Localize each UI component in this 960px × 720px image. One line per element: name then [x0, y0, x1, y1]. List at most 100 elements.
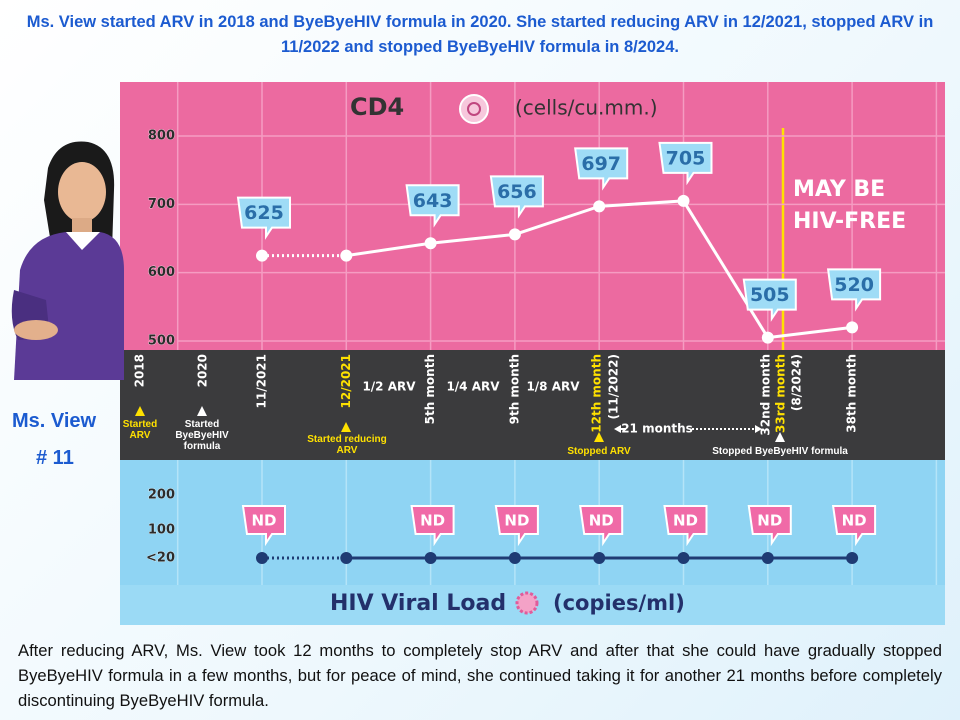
- event-label: Stopped ByeByeHIV formula: [712, 446, 848, 457]
- viral-title: HIV Viral Load: [330, 591, 506, 616]
- gap-arrow: [755, 425, 762, 433]
- dose-label: 1/8 ARV: [526, 380, 580, 394]
- point: [508, 552, 521, 564]
- event-label: Stopped ARV: [567, 446, 631, 457]
- y-tick-label: 200: [148, 488, 175, 503]
- viral-unit: (copies/ml): [553, 591, 685, 615]
- timeline-label: 2018: [133, 354, 147, 387]
- point: [340, 552, 353, 564]
- x-tick-label: 32nd month: [759, 354, 773, 436]
- event-marker: [341, 422, 351, 432]
- event-label: Started reducing ARV: [307, 434, 387, 456]
- value-label: 705: [666, 147, 706, 169]
- point: [256, 552, 268, 564]
- callout: [747, 505, 792, 547]
- person-photo: [11, 141, 124, 380]
- timeline-note: (8/2024): [790, 354, 804, 411]
- x-tick-label: 9th month: [507, 354, 521, 424]
- callout: [410, 505, 455, 547]
- x-tick-label: 12/2021: [339, 354, 353, 408]
- event-label: Started ByeByeHIV formula: [175, 419, 229, 452]
- x-tick-label: 12th month: [590, 354, 604, 433]
- point-label: ND: [251, 512, 276, 530]
- callout: [826, 268, 882, 312]
- gap-arrow: [614, 425, 621, 433]
- line-segment: [767, 325, 853, 340]
- point: [256, 249, 268, 262]
- line-segment: [682, 200, 770, 339]
- callout: [236, 196, 291, 240]
- dose-label: 1/2 ARV: [362, 380, 416, 394]
- point-label: ND: [757, 512, 782, 530]
- point: [846, 552, 859, 564]
- person-name: Ms. View: [12, 410, 97, 432]
- header: Ms. View started ARV in 2018 and ByeByeH…: [26, 13, 934, 56]
- point: [593, 200, 606, 213]
- point-label: ND: [504, 512, 529, 530]
- footer: After reducing ARV, Ms. View took 12 mon…: [18, 641, 942, 710]
- point: [424, 552, 437, 564]
- value-label: 656: [497, 181, 537, 203]
- callout: [574, 147, 629, 191]
- point-label: ND: [420, 512, 445, 530]
- callout: [742, 278, 797, 322]
- event-marker: [775, 432, 785, 442]
- value-label: 520: [834, 274, 874, 296]
- y-tick-label: 600: [148, 265, 175, 280]
- timeline-note: (11/2022): [607, 354, 621, 419]
- timeline-note: 33rd month: [774, 354, 788, 433]
- x-tick-label: 38th month: [845, 354, 859, 433]
- point-label: ND: [589, 512, 614, 530]
- y-tick-label: <20: [146, 551, 175, 566]
- point-label: ND: [842, 512, 867, 530]
- x-tick-label: 5th month: [423, 354, 437, 424]
- timeline-label: 2020: [196, 354, 210, 387]
- event-marker: [135, 406, 145, 416]
- point: [846, 321, 859, 334]
- callout: [579, 505, 624, 547]
- point: [677, 552, 690, 564]
- gap-label: 21 months: [621, 422, 693, 436]
- point: [593, 552, 606, 564]
- value-label: 505: [750, 284, 790, 306]
- point: [761, 552, 774, 564]
- callout: [658, 141, 713, 186]
- callout: [405, 184, 460, 228]
- person-number: # 11: [36, 447, 74, 469]
- x-tick-label: 11/2021: [255, 354, 269, 408]
- callout: [831, 505, 877, 547]
- value-label: 697: [581, 153, 621, 175]
- value-label: 643: [413, 190, 453, 212]
- line-segment: [430, 232, 516, 245]
- line-segment: [599, 199, 684, 208]
- value-label: 625: [244, 202, 284, 224]
- callout: [494, 505, 539, 547]
- viral-icon: [515, 591, 539, 615]
- y-tick-label: 700: [148, 197, 175, 212]
- cd4-unit: (cells/cu.mm.): [515, 96, 658, 120]
- point-label: ND: [673, 512, 698, 530]
- event-marker: [594, 432, 604, 442]
- callout: [663, 505, 708, 547]
- point: [424, 237, 437, 250]
- event-label: Started ARV: [122, 419, 158, 441]
- callout: [489, 175, 544, 219]
- line-segment: [346, 241, 431, 258]
- cd4-title: CD4: [350, 93, 404, 121]
- annotation: MAY BE HIV-FREE: [793, 177, 907, 234]
- point: [761, 331, 774, 344]
- event-marker: [197, 406, 207, 416]
- line-segment: [514, 204, 600, 236]
- y-tick-label: 500: [148, 334, 175, 349]
- callout: [241, 505, 286, 547]
- dose-label: 1/4 ARV: [446, 380, 500, 394]
- y-tick-label: 800: [148, 129, 175, 144]
- point: [508, 228, 521, 241]
- point: [340, 249, 353, 262]
- timeline-band: [120, 350, 945, 460]
- point: [677, 194, 690, 207]
- cd4-icon: [459, 94, 489, 124]
- y-tick-label: 100: [148, 523, 175, 538]
